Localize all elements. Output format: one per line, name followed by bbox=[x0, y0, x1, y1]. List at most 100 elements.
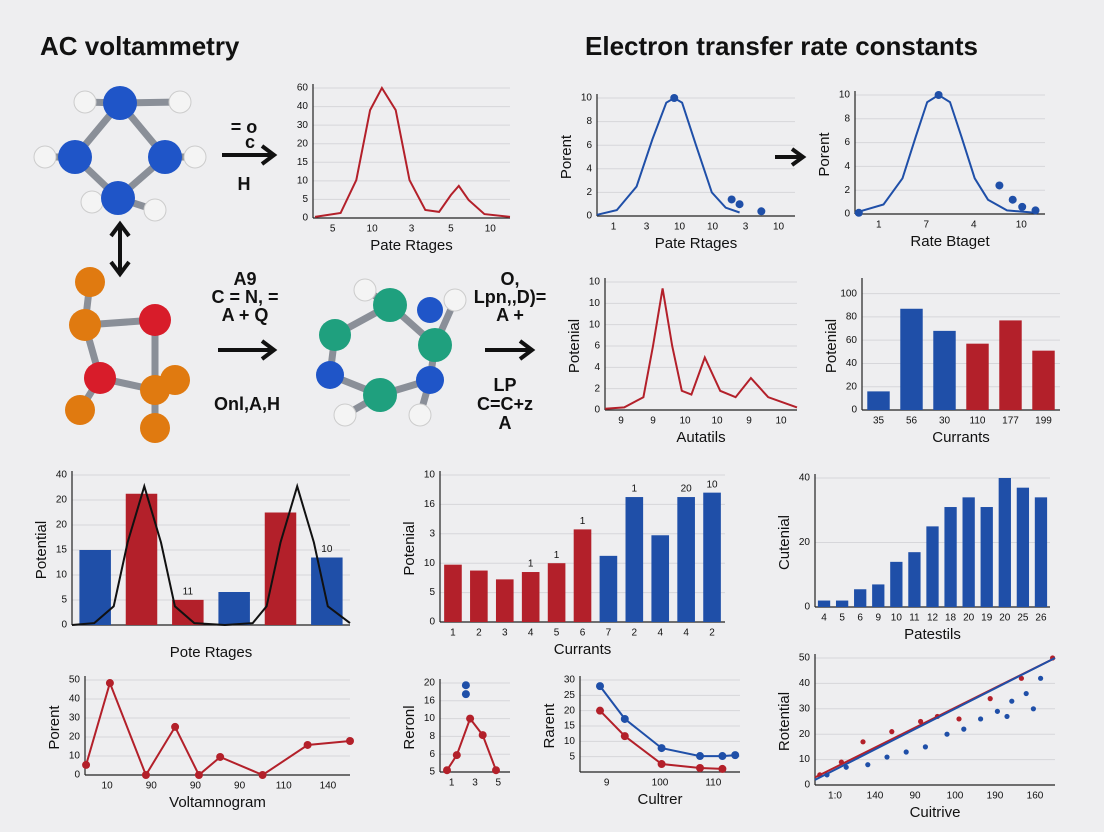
bar bbox=[962, 497, 975, 607]
point bbox=[718, 764, 727, 773]
x-tick-label: 56 bbox=[906, 416, 918, 427]
point bbox=[596, 706, 604, 715]
y-tick-label: 20 bbox=[799, 729, 811, 740]
x-tick-label: 5 bbox=[839, 613, 845, 624]
bar bbox=[817, 600, 831, 607]
point bbox=[735, 200, 744, 209]
point bbox=[696, 752, 704, 761]
x-tick-label: 3 bbox=[502, 628, 508, 639]
equation-text: c bbox=[245, 132, 255, 152]
bar-annotation: 11 bbox=[183, 587, 194, 598]
y-tick-label: 40 bbox=[799, 473, 811, 484]
y-axis-label: Potenial bbox=[566, 319, 583, 373]
x-tick-label: 7 bbox=[606, 628, 612, 639]
bar-annotation: 1 bbox=[554, 550, 560, 561]
point bbox=[1009, 698, 1015, 704]
bar-annotation: 10 bbox=[706, 479, 718, 490]
chart: 0 5 10 15 20 20 40 Potential Pote Rtages 11 10 bbox=[33, 470, 351, 661]
x-tick-label: 3 bbox=[743, 222, 749, 233]
chart: 0 10 20 30 40 50 Rotential Cuitrive 1:0 140 90 100 1… bbox=[776, 653, 1056, 821]
x-tick-label: 10 bbox=[367, 224, 379, 235]
chart: 5 6 8 10 16 20 Reronl 1 3 5 bbox=[401, 678, 510, 789]
point bbox=[843, 764, 849, 770]
bar bbox=[625, 497, 644, 622]
line bbox=[314, 86, 511, 218]
line bbox=[596, 96, 740, 216]
point bbox=[346, 736, 354, 745]
equation-text: H bbox=[238, 174, 251, 194]
x-axis-label: Pate Rtages bbox=[655, 235, 738, 252]
y-tick-label: 10 bbox=[589, 298, 601, 309]
y-tick-label: 6 bbox=[844, 137, 850, 148]
x-tick-label: 20 bbox=[963, 613, 975, 624]
y-tick-label: 80 bbox=[846, 312, 858, 323]
x-tick-label: 10 bbox=[1016, 220, 1028, 231]
x-tick-label: 25 bbox=[1017, 613, 1029, 624]
y-tick-label: 0 bbox=[844, 209, 850, 220]
y-tick-label: 2 bbox=[844, 185, 850, 196]
x-tick-label: 5 bbox=[330, 224, 336, 235]
y-tick-label: 2 bbox=[594, 383, 600, 394]
x-tick-label: 140 bbox=[320, 781, 337, 792]
point bbox=[492, 766, 500, 775]
bar bbox=[264, 512, 297, 625]
y-tick-label: 0 bbox=[586, 211, 592, 222]
x-tick-label: 3 bbox=[472, 778, 478, 789]
x-tick-label: 10 bbox=[711, 416, 723, 427]
point bbox=[1030, 706, 1036, 712]
x-tick-label: 9 bbox=[746, 416, 752, 427]
point bbox=[303, 740, 312, 749]
bar bbox=[172, 599, 204, 625]
bar bbox=[867, 391, 890, 410]
x-tick-label: 3 bbox=[409, 224, 415, 235]
x-tick-label: 10 bbox=[773, 222, 785, 233]
equation-text: LP bbox=[493, 375, 516, 395]
bar-annotation: 20 bbox=[681, 484, 693, 495]
y-axis-label: Potenial bbox=[401, 521, 418, 575]
bar bbox=[521, 572, 540, 622]
x-tick-label: 10 bbox=[674, 222, 686, 233]
y-tick-label: 10 bbox=[839, 90, 851, 101]
bar bbox=[944, 507, 957, 607]
x-tick-label: 1 bbox=[876, 220, 882, 231]
y-tick-label: 16 bbox=[424, 695, 436, 706]
bar bbox=[966, 343, 989, 410]
y-axis-label: Reronl bbox=[401, 705, 418, 749]
x-tick-label: 26 bbox=[1035, 613, 1047, 624]
x-tick-label: 4 bbox=[683, 628, 689, 639]
point bbox=[1008, 195, 1017, 204]
point bbox=[105, 679, 114, 688]
molecule bbox=[65, 267, 190, 443]
y-tick-label: 60 bbox=[846, 335, 858, 346]
x-tick-label: 2 bbox=[476, 628, 482, 639]
point bbox=[141, 771, 150, 779]
x-tick-label: 90 bbox=[234, 781, 246, 792]
line bbox=[599, 685, 736, 758]
bar bbox=[998, 478, 1011, 607]
y-tick-label: 60 bbox=[297, 83, 309, 94]
y-tick-label: 20 bbox=[69, 732, 81, 743]
point bbox=[718, 752, 727, 761]
y-tick-label: 10 bbox=[297, 175, 309, 186]
y-tick-label: 20 bbox=[297, 138, 309, 149]
y-tick-label: 0 bbox=[74, 770, 80, 781]
x-axis-label: Pate Rtages bbox=[370, 237, 453, 254]
x-tick-label: 5 bbox=[448, 224, 454, 235]
y-tick-label: 10 bbox=[589, 277, 601, 288]
bar-annotation: 10 bbox=[321, 544, 333, 555]
point bbox=[918, 718, 924, 725]
y-tick-label: 10 bbox=[564, 736, 576, 747]
bar bbox=[854, 589, 867, 607]
y-tick-label: 20 bbox=[424, 678, 436, 689]
x-tick-label: 4 bbox=[971, 220, 977, 231]
chart: 5 10 15 20 25 30 Rarent Cultrer 9 100 110 bbox=[541, 675, 740, 808]
x-tick-label: 9 bbox=[618, 416, 624, 427]
point bbox=[461, 681, 470, 690]
bar bbox=[835, 600, 849, 607]
bar-annotation: 1 bbox=[632, 484, 638, 495]
y-tick-label: 0 bbox=[594, 405, 600, 416]
x-tick-label: 4 bbox=[528, 628, 534, 639]
point bbox=[987, 696, 993, 702]
x-tick-label: 5 bbox=[496, 778, 502, 789]
x-axis-label: Currants bbox=[932, 429, 990, 446]
